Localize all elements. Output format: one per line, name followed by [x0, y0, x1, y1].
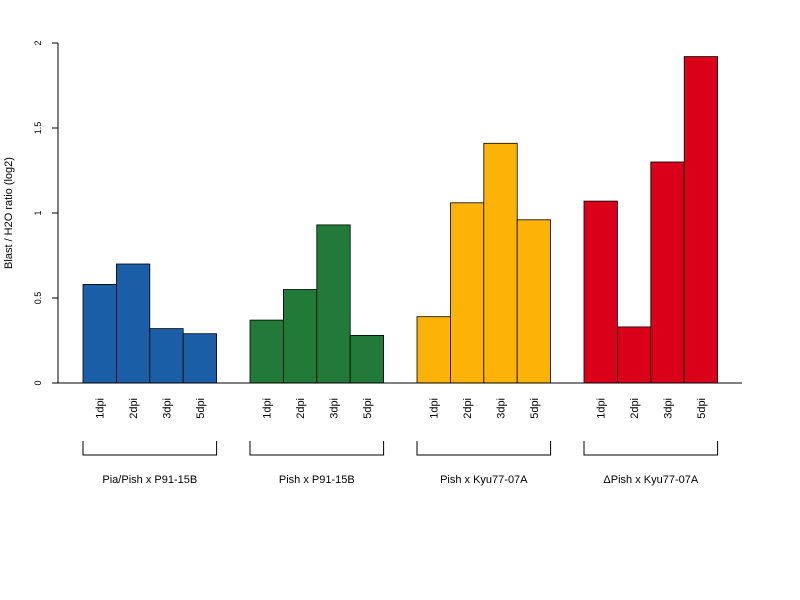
group-brackets: Pia/Pish x P91-15B Pish x P91-15B Pish x K…	[82, 441, 719, 486]
bar	[650, 161, 685, 384]
bar	[149, 328, 184, 384]
bar	[249, 319, 284, 384]
bar	[483, 142, 518, 384]
bar	[182, 333, 217, 384]
y-tick-label: 0	[33, 380, 43, 385]
x-tick-label: 5dpi	[195, 398, 207, 419]
x-tick-label: 5dpi	[362, 398, 374, 419]
bar	[316, 224, 351, 384]
group-bracket	[583, 441, 719, 456]
y-tick-label: 1	[33, 210, 43, 215]
x-tick-label: 3dpi	[162, 398, 174, 419]
x-tick-label: 5dpi	[529, 398, 541, 419]
x-tick-label: 2dpi	[128, 398, 140, 419]
x-tick-label: 3dpi	[663, 398, 675, 419]
y-tick-label: 2	[33, 40, 43, 45]
x-tick-label: 1dpi	[95, 398, 107, 419]
group-label: Pish x P91-15B	[279, 474, 355, 486]
bar	[617, 326, 652, 384]
x-tick-labels: 1dpi 2dpi 3dpi 5dpi 1dpi 2dpi 3dpi 5dpi 1dpi 2dpi…	[95, 398, 708, 419]
group-bracket	[249, 441, 385, 456]
group-label: ΔPish x Kyu77-07A	[603, 474, 698, 486]
bars	[82, 56, 719, 384]
group-bracket	[82, 441, 218, 456]
bar	[516, 219, 552, 384]
y-tick-label: 1.5	[33, 122, 43, 135]
y-axis: 0 0.5 1 1.5 2	[33, 40, 59, 386]
x-tick-label: 3dpi	[329, 398, 341, 419]
bar	[82, 283, 117, 384]
group-bracket	[416, 441, 552, 456]
bar	[116, 263, 151, 384]
x-tick-label: 5dpi	[696, 398, 708, 419]
group-label: Pia/Pish x P91-15B	[102, 474, 197, 486]
y-axis-label: Blast / H2O ratio (log2)	[3, 157, 15, 269]
x-tick-label: 2dpi	[295, 398, 307, 419]
y-tick-label: 0.5	[33, 292, 43, 305]
bar	[449, 202, 485, 384]
x-tick-label: 1dpi	[429, 398, 441, 419]
x-tick-label: 2dpi	[462, 398, 474, 419]
bar	[416, 316, 451, 384]
bar	[683, 56, 719, 384]
bar	[583, 200, 618, 384]
x-tick-label: 1dpi	[262, 398, 274, 419]
bar	[282, 289, 318, 384]
bar	[349, 334, 385, 384]
x-tick-label: 1dpi	[596, 398, 608, 419]
group-label: Pish x Kyu77-07A	[440, 474, 528, 486]
x-tick-label: 3dpi	[496, 398, 508, 419]
x-tick-label: 2dpi	[629, 398, 641, 419]
